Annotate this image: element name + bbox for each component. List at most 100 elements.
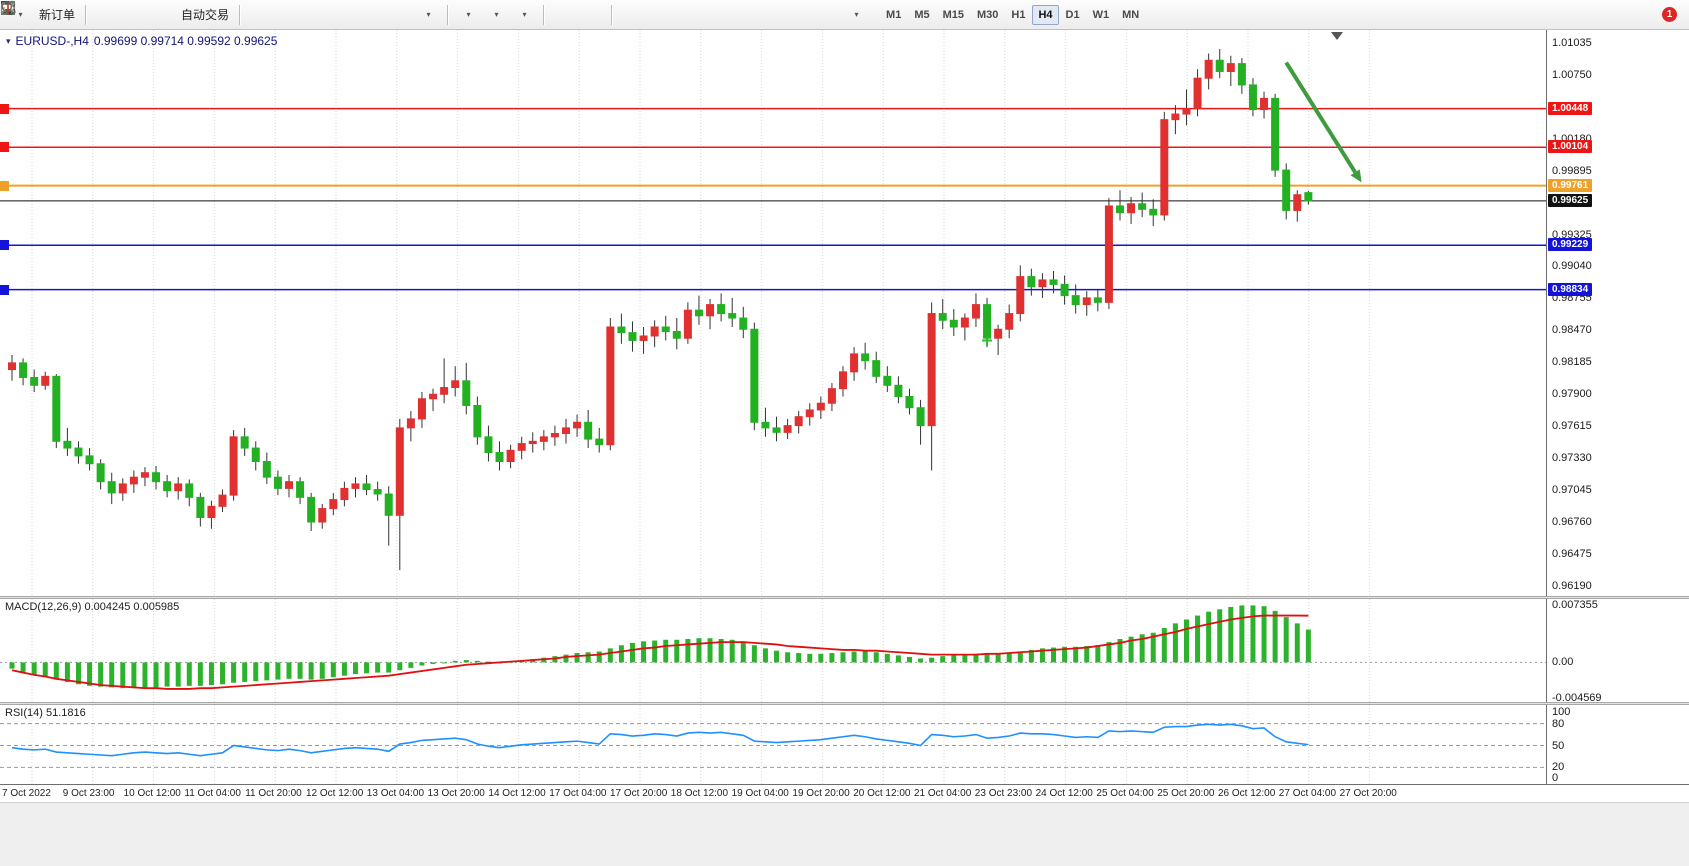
macd-axis-tick: -0.004569	[1552, 692, 1602, 705]
price-tag: 1.00448	[1548, 101, 1593, 115]
line-left-marker	[0, 284, 9, 295]
rsi-canvas[interactable]	[0, 705, 1546, 784]
channel-tool-button[interactable]	[1, 2, 730, 27]
price-tag: 0.99229	[1548, 238, 1593, 252]
zoom-out-button[interactable]	[1, 1, 386, 27]
macd-canvas[interactable]	[0, 599, 1546, 702]
dropdown-arrow-icon[interactable]: ▾	[426, 10, 431, 19]
time-axis-label: 11 Oct 20:00	[245, 788, 302, 799]
trendline-tool-button[interactable]	[1, 2, 702, 27]
timeframe-h1-button[interactable]: H1	[1011, 8, 1026, 21]
arrows-tool-button[interactable]: ▾	[4, 1, 870, 27]
templates-button[interactable]: ▾	[1, 2, 538, 27]
arrange-windows-button[interactable]: ▾	[1, 1, 442, 27]
time-axis[interactable]: 7 Oct 2022 9 Oct 23:00 10 Oct 12:00 11 Oct …	[0, 784, 1689, 802]
crosshair-tool-button[interactable]	[1, 1, 606, 27]
label-tool-button[interactable]	[1, 3, 842, 27]
timeframe-m1-button[interactable]: M1	[886, 8, 902, 21]
price-axis-tick: 0.99895	[1552, 164, 1592, 177]
notifications-badge[interactable]: 1	[1662, 7, 1677, 22]
bar-chart-mode-button[interactable]	[2, 2, 274, 27]
chart-ohlc-values: 0.99699 0.99714 0.99592 0.99625	[93, 34, 278, 48]
trend-arrow-object[interactable]	[1284, 61, 1362, 183]
shapes-tool-button[interactable]	[1, 1, 786, 27]
rsi-pane[interactable]: RSI(14) 51.1816	[0, 705, 1546, 784]
candle-chart-mode-button[interactable]	[2, 1, 302, 27]
price-axis-tick: 0.98470	[1552, 324, 1592, 337]
chart-workspace: ▾ EURUSD-,H4 0.99699 0.99714 0.99592 0.9…	[0, 30, 1689, 866]
price-axis-tick: 0.97900	[1552, 388, 1592, 401]
dropdown-arrow-icon[interactable]: ▾	[854, 10, 859, 19]
text-tool-button[interactable]: A	[4, 2, 814, 27]
macd-pane[interactable]: MACD(12,26,9) 0.004245 0.005985	[0, 599, 1546, 702]
time-axis-label: 17 Oct 04:00	[549, 788, 607, 799]
dropdown-arrow-icon[interactable]: ▾	[18, 10, 23, 19]
time-axis-label: 11 Oct 04:00	[184, 788, 241, 799]
time-axis-label: 25 Oct 04:00	[1096, 788, 1154, 799]
line-chart-mode-button[interactable]	[0, 3, 330, 27]
price-axis-tick: 0.99040	[1552, 260, 1592, 273]
help-center-button[interactable]	[1, 1, 176, 27]
timeframe-toolbar: M1 M5 M15 M30 H1 H4 D1 W1 MN	[880, 4, 1145, 25]
time-axis-label: 20 Oct 12:00	[853, 788, 911, 799]
pane-splitter-rsi[interactable]	[0, 702, 1689, 705]
timeframe-d1-button[interactable]: D1	[1065, 8, 1080, 21]
dropdown-arrow-icon[interactable]: ▾	[494, 10, 499, 19]
toolbar-separator	[447, 4, 450, 25]
search-button[interactable]	[1, 1, 1652, 27]
time-axis-label: 7 Oct 2022	[2, 788, 51, 799]
time-axis-label: 12 Oct 12:00	[306, 788, 364, 799]
timeframe-h4-button[interactable]: H4	[1032, 4, 1059, 25]
timeframe-m30-button[interactable]: M30	[977, 8, 999, 21]
zoom-in-button[interactable]	[1, 1, 358, 27]
time-axis-label: 26 Oct 12:00	[1218, 788, 1276, 799]
plus-marker-object[interactable]	[982, 335, 993, 346]
macd-label: MACD(12,26,9) 0.004245 0.005985	[5, 601, 180, 613]
macd-axis-tick: 0.00	[1552, 656, 1574, 669]
rsi-axis-tick: 20	[1552, 761, 1565, 774]
fibonacci-tool-button[interactable]	[1, 2, 758, 27]
tile-windows-button[interactable]	[1, 1, 414, 27]
dropdown-arrow-icon[interactable]: ▾	[466, 10, 471, 19]
horizontal-line-tool-button[interactable]	[1, 3, 674, 27]
indicators-button[interactable]: ▾	[1, 3, 482, 27]
periods-button[interactable]: ▾	[1, 1, 510, 27]
price-chart-pane[interactable]: ▾ EURUSD-,H4 0.99699 0.99714 0.99592 0.9…	[0, 30, 1546, 596]
cursor-tool-button[interactable]	[5, 1, 578, 27]
price-axis[interactable]: 1.010351.007501.004651.001800.998950.996…	[1546, 30, 1689, 784]
price-axis-tick: 0.96475	[1552, 547, 1592, 560]
chart-shift-marker-icon[interactable]	[1331, 32, 1343, 40]
community-button[interactable]	[2, 1, 148, 27]
rsi-axis-tick: 50	[1552, 739, 1565, 752]
chart-menu-caret-icon[interactable]: ▾	[6, 35, 11, 46]
price-axis-tick: 0.97045	[1552, 484, 1592, 497]
price-tag: 0.99761	[1548, 178, 1593, 192]
rsi-line	[11, 723, 1309, 757]
time-axis-label: 10 Oct 12:00	[123, 788, 181, 799]
price-axis-tick: 0.99325	[1552, 228, 1592, 241]
new-order-label: 新订单	[39, 8, 76, 22]
toolbar-separator	[239, 4, 242, 25]
vertical-line-tool-button[interactable]	[7, 1, 646, 27]
timeframe-m15-button[interactable]: M15	[942, 8, 964, 21]
price-axis-tick: 0.97615	[1552, 420, 1592, 433]
pane-splitter-macd[interactable]	[0, 596, 1689, 599]
timeframe-w1-button[interactable]: W1	[1092, 8, 1110, 21]
price-tag: 0.99625	[1548, 193, 1593, 207]
price-chart-canvas[interactable]	[0, 30, 1546, 596]
time-axis-label: 19 Oct 20:00	[792, 788, 850, 799]
dropdown-arrow-icon[interactable]: ▾	[522, 10, 527, 19]
algo-trading-button[interactable]: 自动交易	[1, 3, 234, 27]
price-axis-tick: 0.97330	[1552, 452, 1592, 465]
timeframe-mn-button[interactable]: MN	[1122, 8, 1140, 21]
new-order-button[interactable]: 新订单	[2, 1, 80, 27]
toolbar-separator	[85, 4, 88, 25]
macd-axis-tick: 0.007355	[1552, 598, 1598, 611]
market-box-button[interactable]	[2, 3, 120, 27]
rsi-axis-tick: 100	[1552, 706, 1571, 718]
price-axis-tick: 0.98185	[1552, 356, 1592, 369]
timeframe-m5-button[interactable]: M5	[914, 8, 930, 21]
